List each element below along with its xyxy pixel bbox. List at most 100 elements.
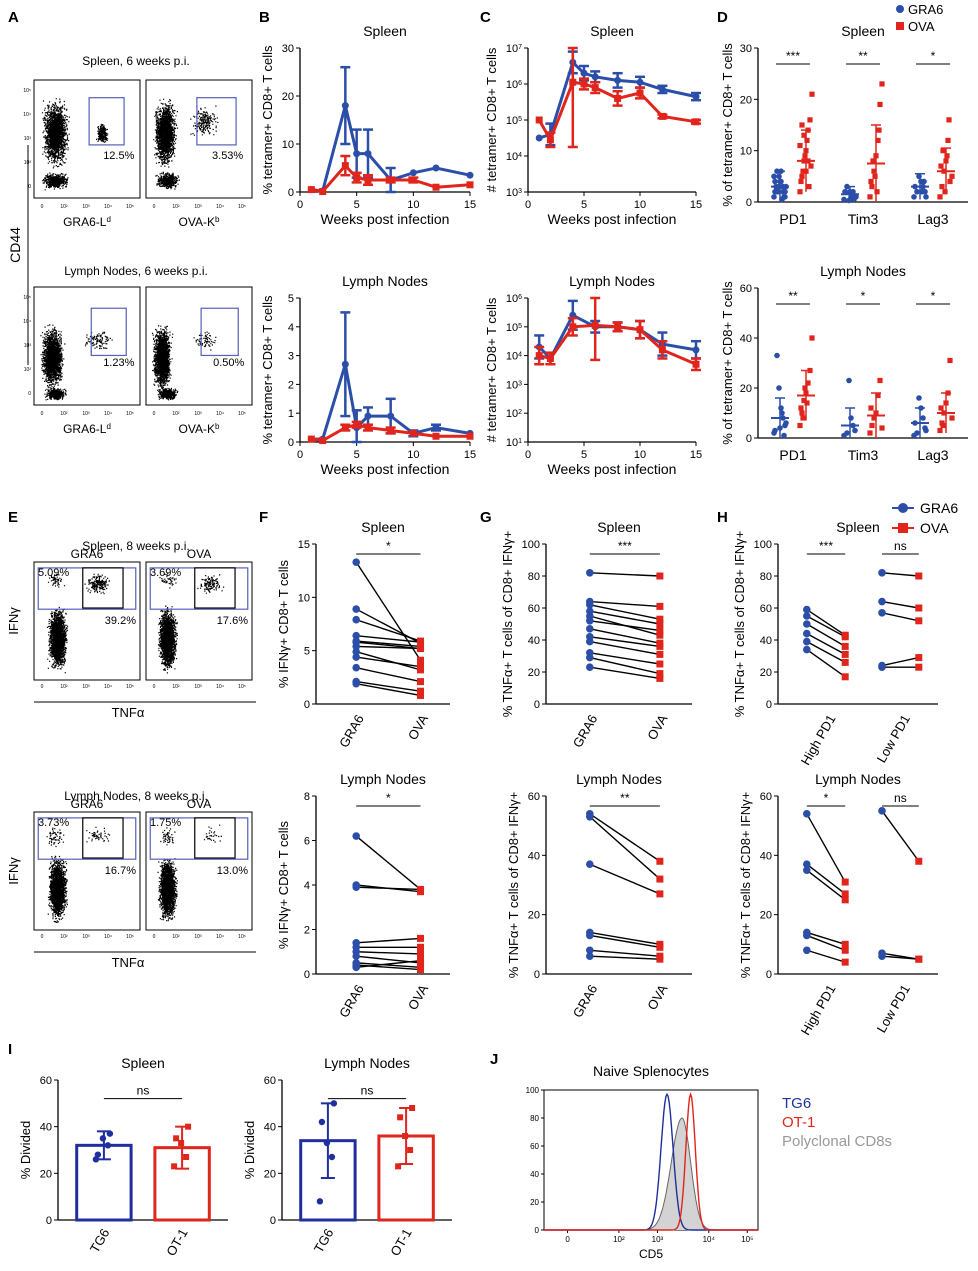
panel-label-H: H (717, 509, 728, 526)
gra6-point (352, 605, 361, 613)
data-point (330, 1100, 338, 1107)
ova-point (800, 168, 806, 174)
flow-percent-right: 16.7% (105, 865, 136, 877)
gra6-point (776, 173, 782, 180)
pair-line (356, 635, 421, 643)
pair-line (589, 620, 660, 632)
data-point (658, 85, 666, 93)
tick: 10⁴ (104, 411, 112, 417)
category-label: Tim3 (848, 211, 879, 227)
data-point (387, 412, 395, 420)
gra6-point (782, 194, 788, 200)
ova-point (809, 91, 815, 97)
ova-point (656, 670, 664, 678)
chart-B1: 0 10 20 30 0 5 10 15 Spleen Weeks post infection%… (260, 23, 476, 227)
panelE-spleen-title: Spleen, 8 weeks p.i. (82, 539, 189, 553)
data-point (580, 80, 588, 88)
legend-ova-label: OVA (908, 19, 935, 34)
ova-point (656, 631, 664, 639)
panel-label-C: C (480, 9, 491, 26)
data-point (94, 1151, 102, 1158)
ova-point (875, 137, 881, 143)
y-tick-label: 0 (534, 969, 540, 981)
ova-point (872, 173, 878, 179)
gra6-point (803, 612, 811, 620)
gra6-point (914, 430, 920, 436)
gra6-point (878, 569, 886, 577)
pair-line (881, 612, 919, 622)
gate-0 (200, 307, 239, 357)
gra6-point (920, 415, 926, 421)
y-tick-label: 104 (506, 351, 522, 363)
tick: 10² (172, 934, 180, 940)
gra6-point (878, 597, 886, 606)
pair-line (356, 937, 421, 944)
gra6-point (352, 952, 361, 960)
pair-line (806, 813, 846, 883)
gra6-point (803, 637, 811, 646)
data-point (353, 150, 361, 158)
data-point (466, 432, 474, 440)
x-tick-label: 0 (297, 199, 303, 211)
ova-point (417, 943, 425, 951)
data-point (580, 69, 588, 77)
y-axis-label: % tetramer+ CD8+ T cells (260, 45, 275, 195)
x-tick-label: 0 (565, 1235, 570, 1244)
y-tick-label: 20 (740, 383, 752, 395)
flow-xlabel: GRA6-Ld (63, 215, 111, 230)
ova-point (871, 415, 877, 421)
chart-C1: 103 104 105 106 107 0 5 10 15 Spleen Weeks post in… (484, 23, 702, 227)
significance-label: ** (858, 49, 868, 63)
x-tick-label: 5 (581, 449, 587, 461)
gra6-point (586, 860, 594, 869)
x-tick-label: 10³ (652, 1235, 664, 1244)
ova-point (656, 620, 664, 628)
chart-title: Spleen (361, 519, 405, 535)
y-tick-label: 0 (746, 433, 752, 445)
gra6-point (803, 866, 811, 874)
legend-mid-ova-label: OVA (920, 520, 949, 536)
gra6-point (852, 427, 858, 434)
significance-label: ns (894, 791, 907, 805)
pair-line (589, 666, 660, 680)
gra6-point (586, 946, 594, 955)
legend-mid-ova-marker (898, 523, 908, 533)
flowE-xlabel: TNFα (112, 705, 145, 720)
x-tick-label: 5 (581, 199, 587, 211)
pair-line (356, 959, 421, 969)
ova-point (841, 896, 849, 904)
category-label: Low PD1 (874, 712, 913, 765)
data-point (341, 360, 349, 368)
panel-label-I: I (8, 1041, 12, 1058)
tick: 10⁴ (104, 934, 112, 940)
flow-xlabel: OVA-Kb (179, 422, 220, 437)
y-tick-label: 0 (766, 969, 772, 981)
y-tick-label: 106 (506, 79, 522, 91)
gra6-point (586, 653, 594, 662)
data-point (316, 1198, 324, 1205)
data-point (432, 164, 440, 172)
chart-C2: 101 102 103 104 105 106 0 5 10 15 Lymph Nodes Weeks… (484, 273, 702, 477)
ova-point (417, 957, 425, 965)
y-tick-label: 20 (528, 910, 540, 922)
flow-percent-left: 5.09% (38, 567, 69, 579)
y-tick-label: 0 (304, 969, 310, 981)
pair-line (356, 951, 421, 955)
pair-line (589, 863, 661, 895)
ova-point (939, 184, 945, 190)
flow-events (40, 324, 113, 401)
data-point (323, 1139, 331, 1147)
gate-0 (196, 97, 237, 146)
ova-point (870, 158, 876, 164)
ova-point (915, 572, 923, 580)
pair-line (589, 816, 661, 880)
data-point (432, 432, 440, 440)
gra6-point (783, 420, 789, 426)
pair-line (589, 652, 660, 665)
data-point (185, 1123, 192, 1130)
y-tick-label: 40 (264, 1122, 276, 1134)
ova-point (807, 117, 813, 123)
gra6-point (803, 605, 811, 614)
gra6-point (803, 931, 811, 940)
tick: 10⁵ (238, 411, 246, 417)
